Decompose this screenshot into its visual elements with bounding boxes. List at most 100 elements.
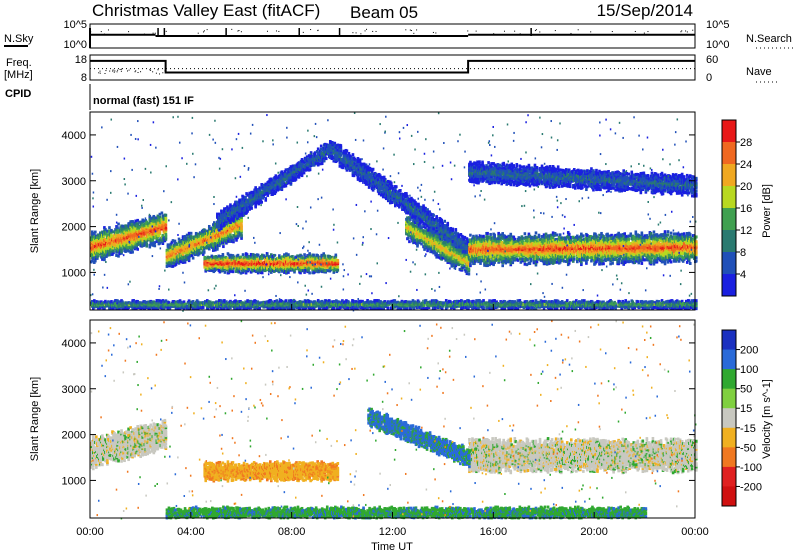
noise-dot xyxy=(372,30,374,32)
heatmap-cell xyxy=(332,269,336,273)
heatmap-cell xyxy=(201,233,205,237)
heatmap-cell xyxy=(319,159,323,163)
heatmap-cell xyxy=(377,192,381,196)
heatmap-cell xyxy=(324,157,328,161)
heatmap-cell xyxy=(377,190,381,194)
heatmap-cell xyxy=(171,251,175,255)
heatmap-cell xyxy=(285,271,288,275)
heatmap-cell xyxy=(239,271,243,275)
heatmap-cell xyxy=(158,212,162,216)
heatmap-cell xyxy=(308,168,312,172)
heatmap-cell xyxy=(263,269,267,273)
heatmap-cell xyxy=(248,193,251,197)
heatmap-cell xyxy=(349,155,353,159)
heatmap-cell xyxy=(174,262,178,266)
heatmap-cell xyxy=(260,200,264,204)
heatmap-cell xyxy=(223,270,227,274)
heatmap-cell xyxy=(214,255,218,259)
heatmap-cell xyxy=(308,252,311,256)
heatmap-cell xyxy=(424,226,427,230)
heatmap-cell xyxy=(417,202,420,206)
heatmap-cell xyxy=(390,200,394,204)
heatmap-cell xyxy=(235,200,238,204)
heatmap-cell xyxy=(432,213,435,217)
heatmap-cell xyxy=(408,240,411,244)
heatmap-cell xyxy=(265,256,269,260)
heatmap-cell xyxy=(284,168,288,172)
heatmap-cell xyxy=(183,235,187,239)
heatmap-cell xyxy=(333,141,337,145)
heatmap-cell xyxy=(413,239,416,243)
heatmap-cell xyxy=(161,233,165,237)
heatmap-cell xyxy=(369,172,373,176)
heatmap-cell xyxy=(186,246,190,250)
heatmap-cell xyxy=(327,257,331,261)
heatmap-cell xyxy=(269,270,273,274)
heatmap-cell xyxy=(164,213,168,217)
heatmap-cell xyxy=(395,185,398,189)
heatmap-cell xyxy=(232,217,235,221)
heatmap-cell xyxy=(420,226,423,230)
heatmap-cell xyxy=(287,253,290,257)
heatmap-cell xyxy=(406,224,409,228)
heatmap-cell xyxy=(154,216,158,220)
heatmap-cell xyxy=(352,174,356,178)
heatmap-cell xyxy=(297,175,301,179)
heatmap-cell xyxy=(454,229,458,233)
heatmap-cell xyxy=(240,230,243,234)
heatmap-cell xyxy=(316,254,319,258)
heatmap-cell xyxy=(304,268,307,272)
heatmap-cell xyxy=(240,227,243,231)
heatmap-cell xyxy=(429,230,432,234)
heatmap-cell xyxy=(216,267,220,271)
heatmap-cell xyxy=(323,154,327,158)
heatmap-cell xyxy=(256,258,260,262)
heatmap-cell xyxy=(415,202,418,206)
heatmap-cell xyxy=(451,229,455,233)
heatmap-cell xyxy=(339,145,343,149)
heatmap-cell xyxy=(182,236,186,240)
heatmap-cell xyxy=(189,235,193,239)
heatmap-cell xyxy=(252,257,256,261)
heatmap-cell xyxy=(388,201,392,205)
heatmap-cell xyxy=(220,225,223,229)
heatmap-cell xyxy=(126,245,129,249)
heatmap-cell xyxy=(143,227,147,231)
heatmap-cell xyxy=(313,264,316,268)
heatmap-cell xyxy=(305,168,309,172)
heatmap-cell xyxy=(136,218,139,222)
heatmap-cell xyxy=(237,257,241,261)
heatmap-cell xyxy=(428,247,431,251)
heatmap-cell xyxy=(184,245,188,249)
heatmap-cell xyxy=(444,227,448,231)
heatmap-cell xyxy=(267,269,271,273)
heatmap-cell xyxy=(285,252,288,256)
noise-dot xyxy=(681,30,683,32)
heatmap-cell xyxy=(451,227,455,231)
heatmap-cell xyxy=(218,220,221,224)
heatmap-cell xyxy=(300,269,303,273)
heatmap-cell xyxy=(257,270,261,274)
heatmap-cell xyxy=(422,223,425,227)
heatmap-cell xyxy=(345,149,349,153)
heatmap-cell xyxy=(429,242,432,246)
noise-left-tick-top: 10^5 xyxy=(63,19,87,31)
heatmap-cell xyxy=(358,179,362,183)
noise-right-tick-top: 10^5 xyxy=(706,19,730,31)
heatmap-cell xyxy=(446,221,450,225)
heatmap-cell xyxy=(106,247,109,251)
frequency-line xyxy=(90,59,695,74)
heatmap-cell xyxy=(228,255,232,259)
heatmap-cell xyxy=(207,247,211,251)
heatmap-cell xyxy=(234,220,237,224)
heatmap-cell xyxy=(142,234,146,238)
heatmap-cell xyxy=(240,225,243,229)
heatmap-cell xyxy=(289,179,293,183)
heatmap-cell xyxy=(227,271,231,275)
heatmap-cell xyxy=(291,255,294,259)
heatmap-cell xyxy=(223,267,227,271)
power-map xyxy=(90,112,698,312)
heatmap-cell xyxy=(171,264,175,268)
